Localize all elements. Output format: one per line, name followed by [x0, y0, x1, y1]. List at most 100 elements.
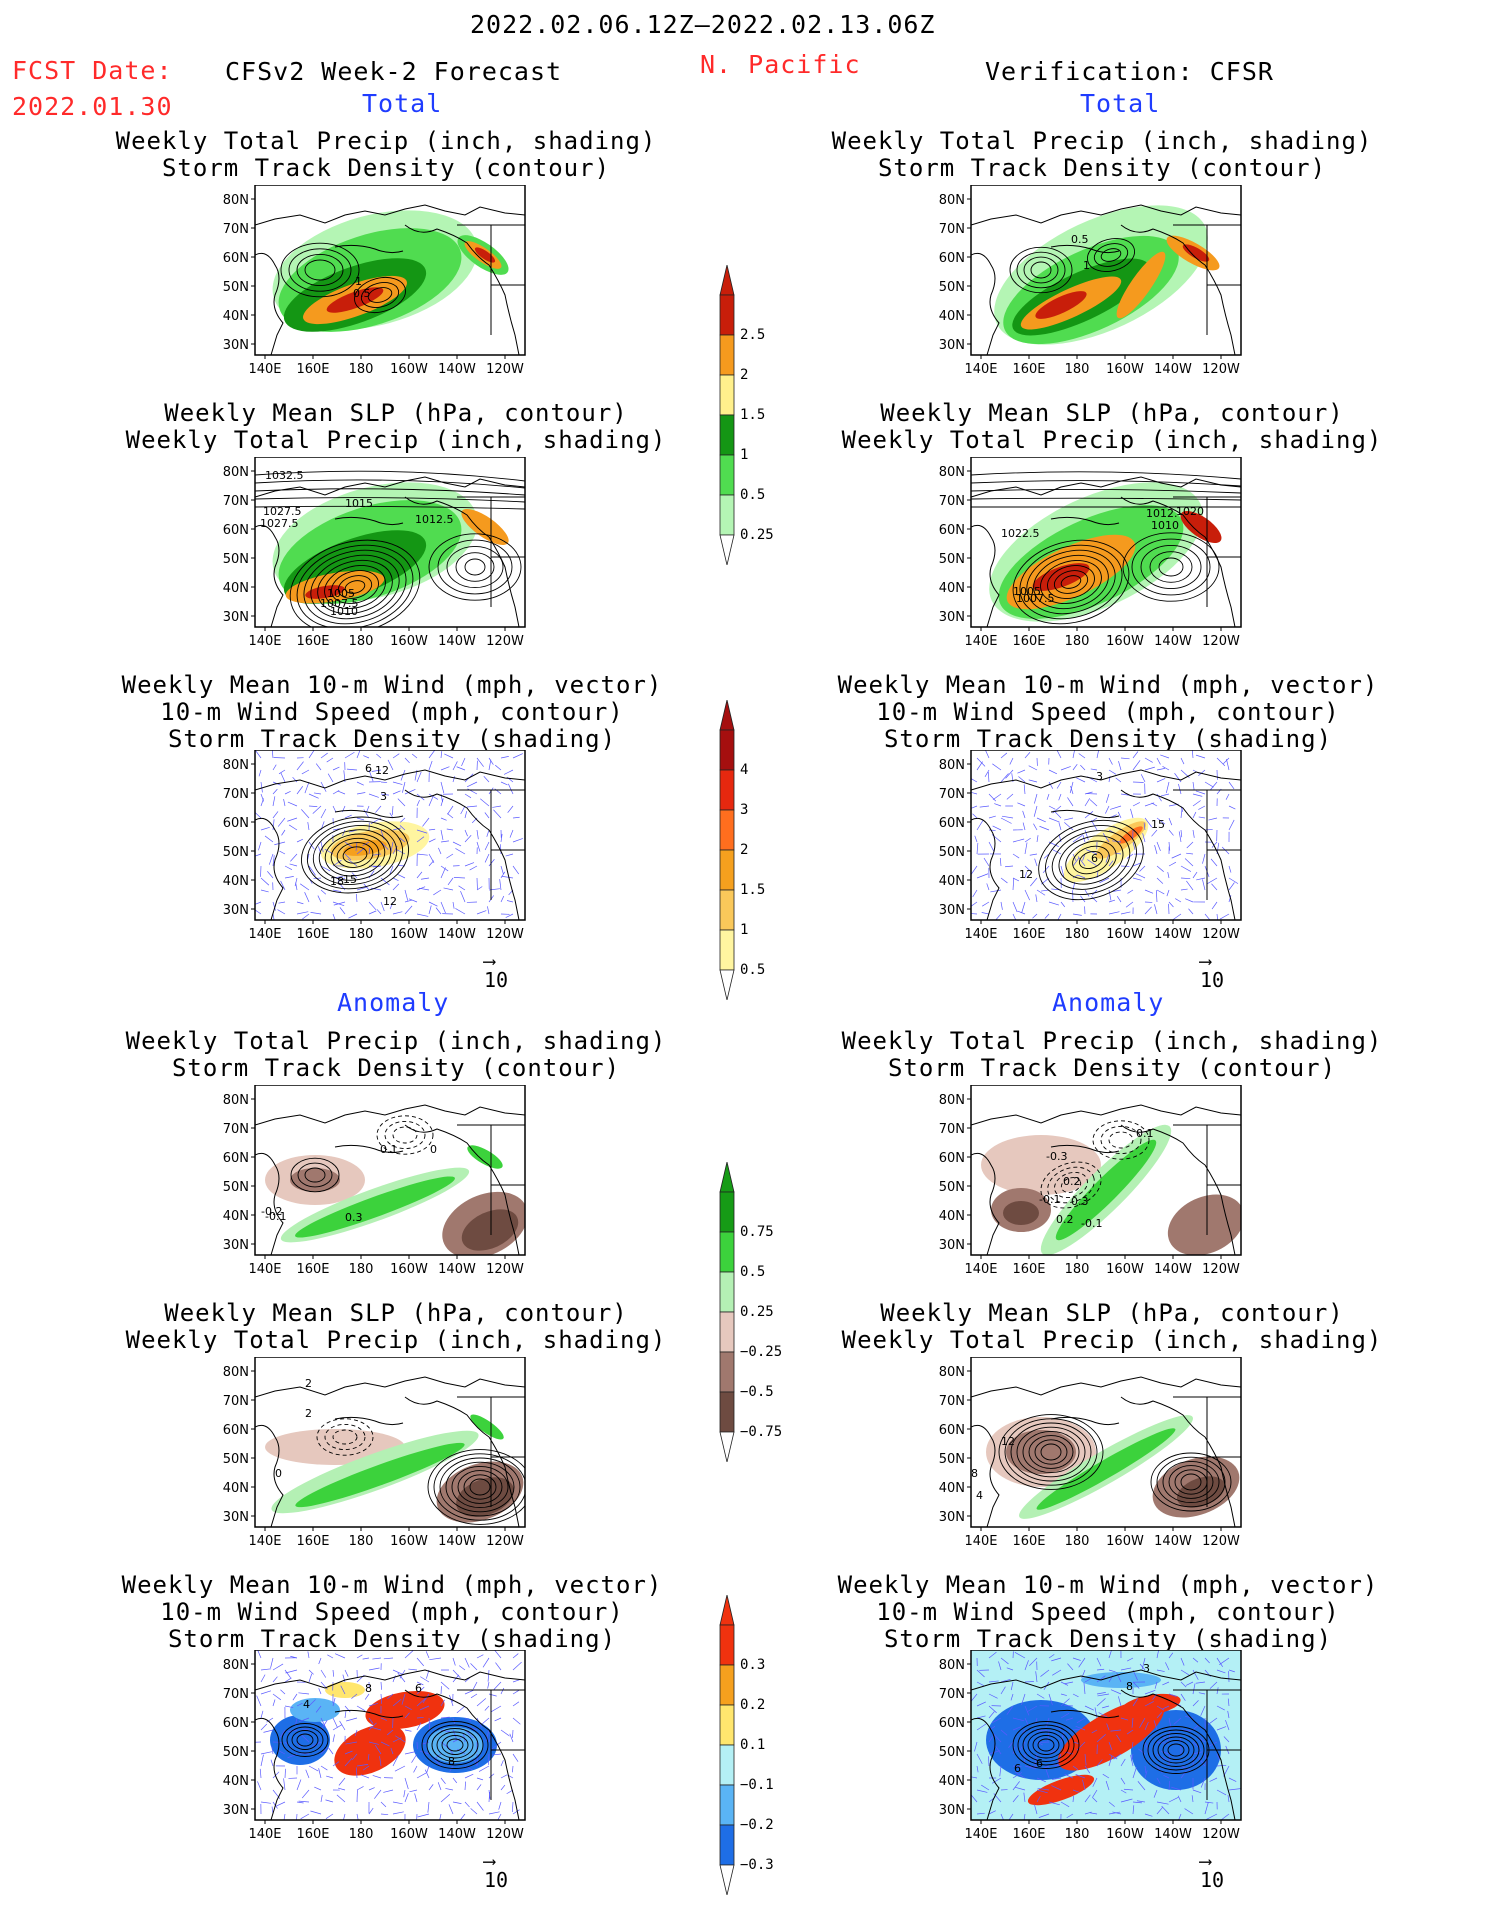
coastline [334, 809, 404, 819]
wind-vector [1012, 1772, 1023, 1779]
wind-vector [380, 1693, 383, 1704]
wind-vector [336, 1794, 346, 1803]
wind-vector [363, 755, 370, 759]
wind-vector [971, 865, 978, 876]
wind-vector [307, 822, 310, 831]
title-wind-storm-fcst-anom: Weekly Mean 10-m Wind (mph, vector) 10-m … [121, 1571, 663, 1653]
contour-line [1162, 1740, 1190, 1760]
wind-vector [1072, 874, 1079, 879]
coastline [971, 204, 1241, 226]
wind-vector [272, 1663, 284, 1671]
wind-vector [1072, 1789, 1080, 1793]
wind-vector [325, 1813, 334, 1819]
wind-vector [320, 1717, 327, 1728]
wind-vector [326, 1775, 334, 1779]
wind-vector [500, 756, 509, 759]
wind-vector [1000, 1678, 1011, 1683]
wind-vector [320, 808, 327, 819]
wind-vector [476, 1784, 482, 1791]
wind-vector [460, 890, 466, 903]
wind-vector [380, 877, 390, 886]
lat-tick-label: 50N [939, 1180, 965, 1195]
wind-vector [1084, 1753, 1087, 1766]
wind-vector [416, 1681, 424, 1686]
lon-tick-label: 120W [486, 1262, 524, 1277]
wind-vector [1077, 856, 1086, 867]
colorbar-swatch [719, 1784, 735, 1826]
coastline [971, 817, 1000, 920]
wind-vector [255, 811, 262, 819]
wind-vector [1132, 781, 1144, 783]
wind-vector [1153, 1789, 1158, 1798]
wind-vector [1228, 781, 1235, 790]
coastline [971, 1152, 1000, 1255]
wind-vector [476, 1801, 484, 1811]
contour-label: 3 [1143, 1662, 1150, 1675]
wind-vector [1102, 1705, 1110, 1709]
wind-vector [1024, 865, 1033, 873]
contour-label: 6 [1014, 1762, 1021, 1775]
wind-vector [1200, 1705, 1206, 1716]
wind-vector [1136, 1800, 1146, 1803]
wind-vector [1096, 1675, 1106, 1683]
wind-vector [1096, 1698, 1106, 1707]
contour-label: -0.1 [265, 1210, 286, 1223]
wind-vector [416, 1698, 426, 1707]
wind-vector [976, 761, 983, 771]
wind-vector [332, 1717, 338, 1728]
lon-tick-label: 120W [1202, 1534, 1240, 1549]
wind-vector [400, 817, 406, 823]
lon-tick-label: 160E [1012, 927, 1045, 942]
contour-line [296, 544, 414, 627]
wind-vector [1192, 811, 1197, 819]
wind-vector [1091, 896, 1098, 903]
wind-vector [1180, 1770, 1187, 1779]
vector-reference-fcst-total: ⟶ 10 [484, 951, 509, 993]
wind-vector [433, 889, 442, 896]
wind-vector [368, 1702, 379, 1707]
wind-vector [399, 825, 406, 831]
wind-vector [1067, 1663, 1074, 1671]
wind-vector [428, 750, 436, 759]
wind-vector [1012, 838, 1025, 843]
lon-tick-label: 140W [438, 1534, 476, 1549]
wind-vector [1120, 1667, 1132, 1671]
wind-vector [1060, 1801, 1070, 1808]
colorbar-tick-label: 0.2 [740, 1697, 765, 1713]
wind-vector [296, 786, 304, 795]
wind-vector [1036, 1729, 1048, 1732]
wind-vector [266, 1717, 274, 1723]
wind-vector [397, 798, 406, 807]
wind-vector [1209, 1681, 1218, 1689]
wind-vector [301, 1728, 310, 1731]
contour-label: 0.2 [1056, 1213, 1074, 1226]
wind-vector [1024, 871, 1027, 879]
wind-vector [255, 909, 262, 915]
wind-vector [470, 1693, 478, 1699]
lon-tick-label: 160W [1106, 634, 1144, 649]
contour-line [446, 545, 504, 589]
wind-vector [391, 805, 394, 815]
wind-vector [272, 796, 276, 807]
coastline [1173, 1689, 1241, 1800]
lon-tick-label: 120W [1202, 1262, 1240, 1277]
colorbar-storm-density-anomaly: 0.3 0.2 0.1 −0.1 −0.2 −0.3 [715, 1594, 805, 1899]
colorbar-tick-label: 1 [740, 922, 748, 938]
coastline [404, 224, 520, 355]
wind-vector [260, 877, 270, 886]
contour-label: 15 [1151, 818, 1165, 831]
colorbar-tick-label: 3 [740, 802, 748, 818]
wind-vector [383, 1657, 394, 1660]
wind-vector [332, 1724, 343, 1731]
wind-vector [464, 1677, 470, 1683]
wind-vector [452, 1737, 462, 1743]
wind-vector [1000, 1686, 1006, 1695]
lat-tick-label: 70N [223, 1122, 249, 1137]
contour-label: 8 [1126, 1680, 1133, 1693]
wind-vector [512, 1701, 520, 1707]
wind-vector [371, 769, 382, 772]
shading-region [1035, 291, 1087, 319]
wind-vector [1024, 837, 1031, 843]
wind-vector [1195, 790, 1206, 795]
